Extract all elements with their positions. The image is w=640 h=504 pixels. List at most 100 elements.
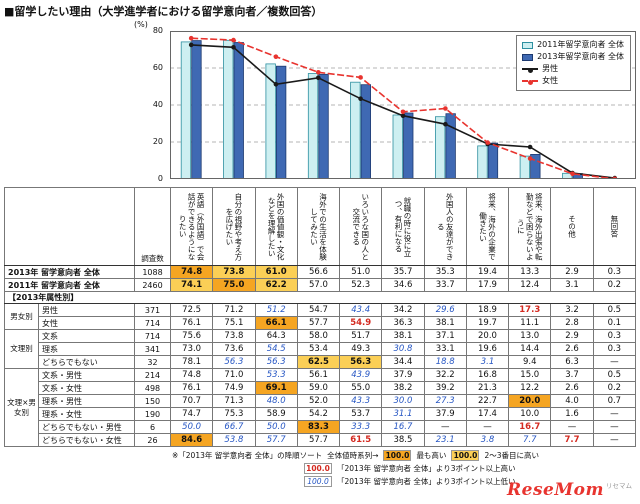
value-cell: —: [592, 420, 637, 434]
value-cell: 71.0: [212, 368, 256, 382]
value-cell: 61.0: [254, 265, 298, 279]
value-cell: 3.8: [465, 433, 510, 447]
value-cell: 22.7: [465, 394, 510, 408]
value-cell: 74.8: [169, 265, 214, 279]
count-cell: 26: [134, 433, 171, 447]
section-row: 【2013年属性別】: [4, 291, 636, 304]
value-cell: 4.0: [550, 394, 594, 408]
value-cell: 19.6: [465, 342, 510, 356]
value-cell: 0.1: [592, 316, 637, 330]
value-cell: 0.3: [592, 329, 637, 343]
value-cell: 73.6: [212, 342, 256, 356]
value-cell: 7.7: [550, 433, 594, 447]
legend-line: [522, 67, 539, 73]
value-cell: 13.0: [508, 329, 552, 343]
value-cell: 34.2: [381, 303, 425, 317]
row-label: 2013年 留学意向者 全体: [4, 265, 135, 279]
value-cell: 33.7: [423, 278, 467, 292]
column-header: 将来、海外出張や転勤などで困らないように: [508, 187, 552, 266]
column-header: 英語（外国語）で会話ができるようになりたい: [169, 187, 214, 266]
value-cell: 37.9: [423, 407, 467, 421]
value-cell: 9.4: [508, 355, 552, 369]
row-label: 文系・女性: [38, 381, 135, 395]
value-cell: 58.0: [296, 329, 341, 343]
lower-sample: 100.0: [304, 476, 332, 487]
value-cell: 3.7: [550, 368, 594, 382]
higher-sample: 100.0: [304, 463, 332, 474]
value-cell: 51.0: [339, 265, 383, 279]
table-row: 男女別 男性 371 72.5 71.2 51.2 54.7 43.4 34.2 29.6 18.9…: [4, 303, 637, 330]
value-cell: 7.7: [508, 433, 552, 447]
value-cell: 2.6: [550, 342, 594, 356]
value-cell: 74.9: [212, 381, 256, 395]
value-cell: 75.6: [169, 329, 214, 343]
value-cell: 66.7: [212, 420, 256, 434]
value-cell: 48.0: [254, 394, 298, 408]
value-cell: 34.6: [381, 278, 425, 292]
table-row: 女性 714 76.1 75.1 66.1 57.7 54.9 36.3 38.1 19.7 11.…: [5, 316, 637, 330]
column-header: 外国人の友達ができる: [423, 187, 467, 266]
footnote-line-3: 100.0 「2013年 留学意向者 全体」より3ポイント以上低い: [304, 476, 640, 487]
series-note: 全体値時系列→: [327, 451, 379, 460]
value-cell: 37.1: [423, 329, 467, 343]
value-cell: 54.2: [296, 407, 341, 421]
count-cell: 371: [134, 303, 171, 317]
column-header: 就職の時に役に立つ、有利になる: [381, 187, 425, 266]
logo-kana: リセマム: [606, 482, 632, 490]
group-label: 文理×男女別: [4, 368, 39, 447]
value-cell: 53.4: [296, 342, 341, 356]
value-cell: 54.7: [296, 303, 341, 317]
value-cell: 3.1: [465, 355, 510, 369]
highest-sample: 100.0: [383, 450, 412, 461]
table-row: 文系・女性 498 76.1 74.9 69.1 59.0 55.0 38.2 39.2 21.3…: [5, 381, 637, 395]
group-label: 男女別: [4, 303, 39, 330]
data-table: 調査数 英語（外国語）で会話ができるようになりたい 自分の視野や考え方を広げたい 外国…: [4, 187, 637, 447]
count-cell: 714: [134, 316, 171, 330]
value-cell: 61.5: [339, 433, 383, 447]
value-cell: 83.3: [296, 420, 341, 434]
value-cell: 51.2: [254, 303, 298, 317]
value-cell: 3.1: [550, 278, 594, 292]
page-title: ■留学したい理由（大学進学者における留学意向者／複数回答）: [4, 5, 323, 18]
value-cell: 34.4: [381, 355, 425, 369]
value-cell: 19.7: [465, 316, 510, 330]
value-cell: 18.8: [423, 355, 467, 369]
value-cell: 15.0: [508, 368, 552, 382]
count-cell: 1088: [134, 265, 171, 279]
value-cell: 20.0: [508, 394, 552, 408]
value-cell: 2.9: [550, 265, 594, 279]
table-row: 2011年 留学意向者 全体 2460 74.1 75.0 62.2 57.0 52.3 34…: [4, 278, 637, 292]
logo-text: ReseMom: [507, 480, 604, 500]
row-label: 理系: [38, 342, 135, 356]
legend-item: 2011年留学意向者 全体: [522, 39, 624, 51]
column-header: いろいろな国の人と交流できる: [339, 187, 383, 266]
value-cell: 3.2: [550, 303, 594, 317]
footnotes: ※「2013年 留学意向者 全体」の降順ソート 全体値時系列→ 100.0 最も…: [172, 450, 640, 487]
value-cell: 74.7: [169, 407, 214, 421]
value-cell: 18.9: [465, 303, 510, 317]
value-cell: 32.2: [423, 368, 467, 382]
legend-label: 2011年留学意向者 全体: [537, 40, 624, 49]
value-cell: 72.5: [169, 303, 214, 317]
table-row: どちらでもない・女性 26 84.6 53.8 57.7 57.7 61.5 38.5 23.1…: [5, 433, 637, 447]
value-cell: 33.3: [339, 420, 383, 434]
value-cell: 0.5: [592, 303, 637, 317]
value-cell: 53.8: [212, 433, 256, 447]
value-cell: 29.6: [423, 303, 467, 317]
value-cell: 38.1: [423, 316, 467, 330]
value-cell: 0.5: [592, 368, 637, 382]
value-cell: 38.2: [381, 381, 425, 395]
value-cell: 21.3: [465, 381, 510, 395]
value-cell: 30.0: [381, 394, 425, 408]
value-cell: 70.7: [169, 394, 214, 408]
column-header: 将来、海外の企業で働きたい: [465, 187, 510, 266]
value-cell: 17.3: [508, 303, 552, 317]
column-header: 自分の視野や考え方を広げたい: [212, 187, 256, 266]
table-row: 理系 341 73.0 73.6 54.5 53.4 49.3 30.8 33.1 19.6 14.…: [5, 342, 637, 356]
y-tick-label: 80: [152, 26, 163, 35]
value-cell: —: [465, 420, 510, 434]
count-cell: 190: [134, 407, 171, 421]
value-cell: 62.2: [254, 278, 298, 292]
legend-label: 女性: [542, 76, 559, 85]
value-cell: 84.6: [169, 433, 214, 447]
